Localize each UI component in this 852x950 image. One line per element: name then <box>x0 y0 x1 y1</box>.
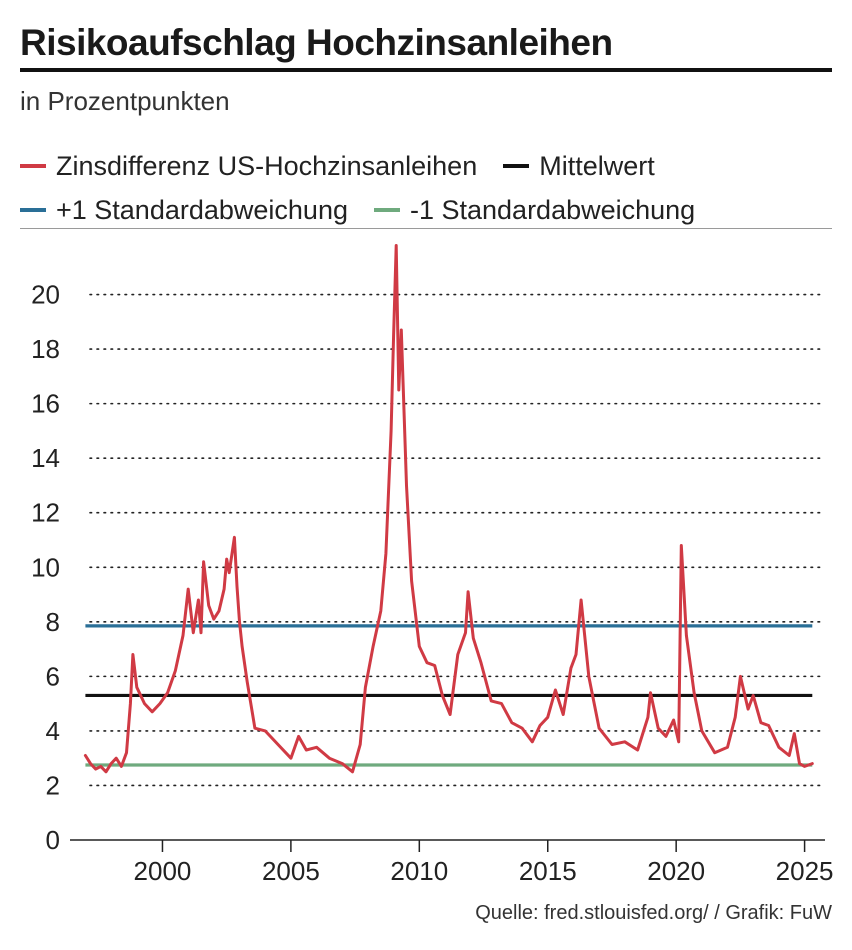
x-tick-label-2010: 2010 <box>390 856 448 886</box>
x-tick-label-2000: 2000 <box>134 856 192 886</box>
legend-item-mean: Mittelwert <box>503 151 655 182</box>
y-tick-label-4: 4 <box>46 716 60 746</box>
legend-rule <box>20 228 832 229</box>
legend-swatch-minus-sd <box>373 208 400 212</box>
y-tick-label-10: 10 <box>31 552 60 582</box>
legend-row-2: +1 Standardabweichung -1 Standardabweich… <box>20 188 832 232</box>
y-tick-label-18: 18 <box>31 334 60 364</box>
x-tick-label-2005: 2005 <box>262 856 320 886</box>
spread-line <box>83 244 814 774</box>
legend-label-spread: Zinsdifferenz US-Hochzinsanleihen <box>56 150 478 181</box>
y-tick-label-6: 6 <box>46 661 60 691</box>
legend-row-1: Zinsdifferenz US-Hochzinsanleihen Mittel… <box>20 144 832 188</box>
legend-item-plus-sd: +1 Standardabweichung <box>20 195 348 226</box>
legend-label-minus-sd: -1 Standardabweichung <box>409 194 696 225</box>
y-tick-label-0: 0 <box>46 825 60 855</box>
chart-subtitle: in Prozentpunkten <box>20 86 230 116</box>
legend-swatch-mean <box>503 164 530 168</box>
y-tick-label-16: 16 <box>31 389 60 419</box>
x-tick-label-2025: 2025 <box>776 856 834 886</box>
x-tick-label-2020: 2020 <box>647 856 705 886</box>
y-tick-label-8: 8 <box>46 607 60 637</box>
x-tick-label-2015: 2015 <box>519 856 577 886</box>
legend-label-mean: Mittelwert <box>539 150 655 181</box>
source-note: Quelle: fred.stlouisfed.org/ / Grafik: F… <box>475 902 832 924</box>
chart-title: Risikoaufschlag Hochzinsanleihen <box>20 22 613 63</box>
y-tick-label-14: 14 <box>31 443 60 473</box>
legend-swatch-spread <box>20 164 46 168</box>
legend-swatch-plus-sd <box>20 208 46 212</box>
chart-plot: 0 2 4 6 8 10 12 14 16 18 20 2000 2005 2010 2015 2020 202… <box>31 244 834 886</box>
legend: Zinsdifferenz US-Hochzinsanleihen Mittel… <box>20 144 832 232</box>
legend-item-minus-sd: -1 Standardabweichung <box>373 194 696 226</box>
y-tick-label-20: 20 <box>31 280 60 310</box>
title-rule <box>20 68 832 72</box>
y-tick-label-2: 2 <box>46 770 60 800</box>
legend-item-spread: Zinsdifferenz US-Hochzinsanleihen <box>20 151 477 182</box>
y-tick-label-12: 12 <box>31 498 60 528</box>
legend-label-plus-sd: +1 Standardabweichung <box>56 194 348 225</box>
